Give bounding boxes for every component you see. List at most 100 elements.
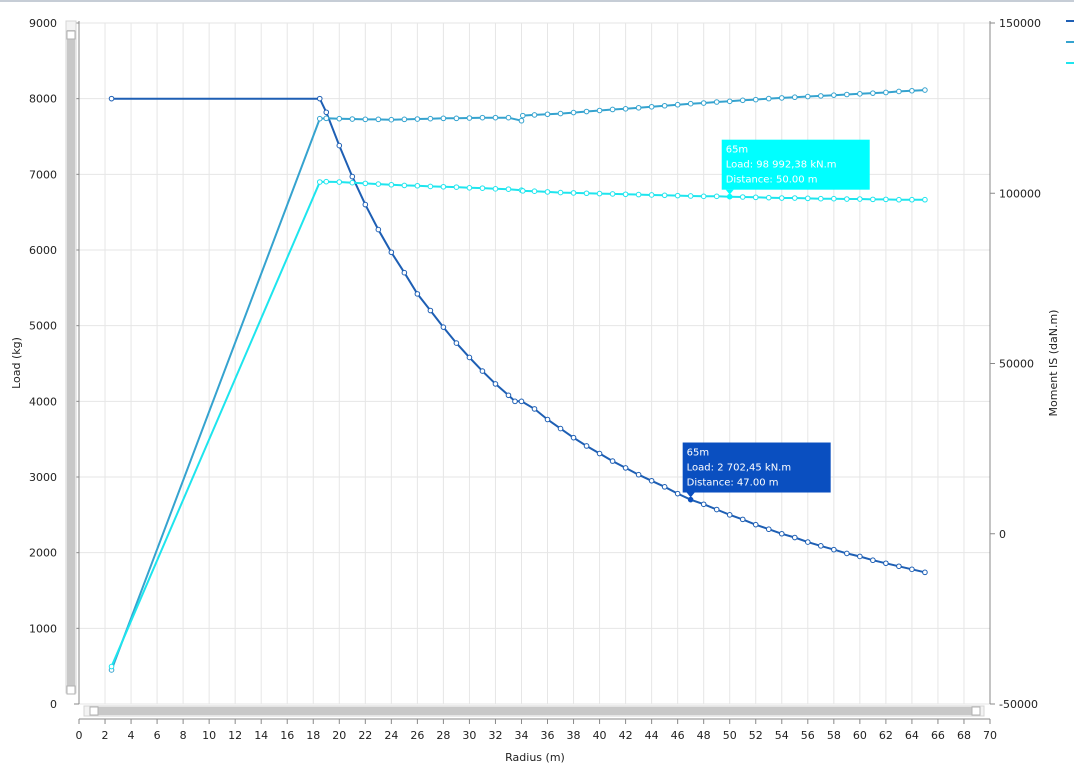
y-tick-label: 6000 [29,244,57,257]
series-2-point [519,112,526,119]
series-2-point [466,115,473,121]
series-1-point [596,450,603,457]
series-3-point [831,195,837,202]
series-1-point [857,553,863,560]
y-tick-label: 4000 [29,395,57,408]
series-2-point [557,110,564,117]
series-3-point [844,196,850,202]
series-2-point [596,107,603,114]
vertical-scrollbar[interactable] [65,20,77,695]
tooltip-pointer-2 [686,492,695,498]
series-3-point [362,180,369,187]
series-3-point [323,178,330,185]
series-2-point [739,97,746,104]
series-1-point [674,490,681,497]
series-3-point [401,182,408,189]
x-tick-label: 70 [983,729,997,742]
series-2-point [752,96,759,103]
series-2-point [388,116,395,123]
y2-tick-label: 150000 [999,17,1041,30]
scroll-up-handle[interactable] [66,30,76,40]
series-1-point [700,501,707,508]
series-1-point [765,526,772,533]
x-tick-label: 60 [853,729,867,742]
series-3-point [557,189,564,196]
series-2-point [870,90,876,96]
series-2-point [492,114,499,121]
series-3-point [883,196,889,203]
series-3-point [519,188,526,194]
series-2-point [648,103,655,110]
series-1-point [323,109,330,116]
series-1-point [479,368,486,374]
series-3-point [818,195,824,202]
series-2-point [440,115,447,122]
y2-tick-label: -50000 [999,698,1038,711]
series-2-point [765,95,772,102]
x-tick-label: 8 [180,729,187,742]
legend [1066,20,1074,64]
series-2-point [414,116,421,122]
series-1-point [505,392,512,399]
series-2-point [922,87,928,93]
series-3-point [909,196,915,203]
series-2-point [349,116,356,122]
series-1-point [739,516,746,523]
y-tick-label: 7000 [29,168,57,181]
series-1-point [570,434,577,441]
series-1-point [518,398,525,405]
series-line-3 [110,180,925,667]
series-3-point [674,192,681,199]
series-1-point [648,477,655,484]
series-3-point [700,193,707,200]
series-1-point [316,95,323,102]
scroll-down-handle[interactable] [66,685,76,695]
y2-tick-label: 0 [999,528,1006,541]
series-3-point [896,196,902,203]
horizontal-scrollbar[interactable] [83,705,985,717]
tooltip-line: Load: 98 992,38 kN.m [726,160,837,171]
y2-tick-label: 100000 [999,187,1041,200]
series-1-point [622,465,629,471]
series-2-point [570,109,577,116]
y-tick-label: 0 [50,698,57,711]
axes: 0 2 4 6 8 10 12 14 16 18 20 22 24 26 28 30 32 34 36 38 40 42 4… [29,17,1041,742]
window-top-border [0,0,1074,2]
series-3-point [544,189,551,195]
series-1-point [349,173,356,180]
x-tick-label: 20 [332,729,346,742]
tooltip-marker-1 [727,194,733,200]
x-tick-label: 34 [514,729,528,742]
tooltips: 65m Load: 98 992,38 kN.m Distance: 50.00 m… [682,139,870,503]
x-tick-label: 50 [723,729,737,742]
scroll-right-handle[interactable] [971,706,981,716]
series-3-point [414,182,421,189]
series-2-point [544,111,551,118]
y-axis-title: Load (kg) [10,337,23,389]
series-1-point [362,201,369,208]
series-3-point [778,195,785,201]
series-1-point [414,291,421,297]
series-3-point [466,185,473,191]
series-1-point [922,569,928,576]
series-1-point [388,249,395,256]
x-tick-label: 62 [879,729,893,742]
series-1-point [909,566,915,573]
x-tick-label: 6 [154,729,161,742]
series-2-point [375,116,382,123]
series-3-point [635,191,642,198]
tooltip-line: 65m [726,145,748,156]
series-2-point [791,94,798,101]
series-2-point [316,115,323,122]
series-2-point [401,116,408,123]
x-tick-label: 2 [102,729,109,742]
series-3-point [349,179,356,186]
series-3-point [609,191,616,197]
y-tick-label: 9000 [29,17,57,30]
series-1-point [531,406,538,412]
scroll-left-handle[interactable] [89,706,99,716]
x-tick-label: 4 [128,729,135,742]
series-2-point [479,114,486,121]
x-tick-label: 48 [697,729,711,742]
